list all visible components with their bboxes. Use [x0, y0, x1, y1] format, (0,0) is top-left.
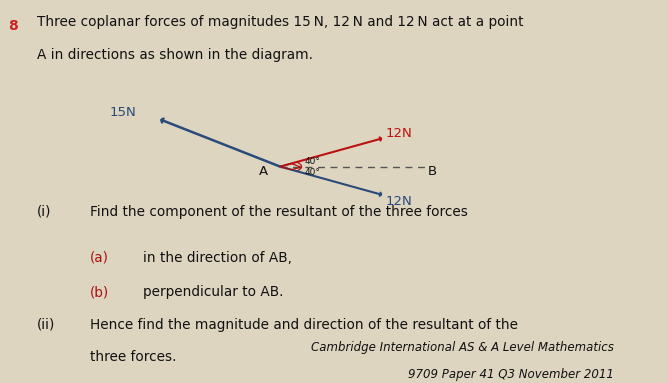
Text: Find the component of the resultant of the three forces: Find the component of the resultant of t…	[90, 205, 468, 219]
Text: (ii): (ii)	[37, 318, 55, 332]
Text: 8: 8	[8, 19, 18, 33]
Text: 15N: 15N	[110, 106, 137, 119]
Text: B: B	[428, 165, 437, 178]
Text: 12N: 12N	[386, 127, 412, 140]
Text: (b): (b)	[90, 285, 109, 300]
Text: 40°: 40°	[304, 157, 320, 165]
Text: 9709 Paper 41 Q3 November 2011: 9709 Paper 41 Q3 November 2011	[408, 368, 614, 381]
Text: A in directions as shown in the diagram.: A in directions as shown in the diagram.	[37, 48, 313, 62]
Text: 12N: 12N	[386, 195, 412, 208]
Text: perpendicular to AB.: perpendicular to AB.	[143, 285, 284, 300]
Text: Hence find the magnitude and direction of the resultant of the: Hence find the magnitude and direction o…	[90, 318, 518, 332]
Text: three forces.: three forces.	[90, 350, 177, 365]
Text: (i): (i)	[37, 205, 51, 219]
Text: in the direction of AB,: in the direction of AB,	[143, 251, 292, 265]
Text: Cambridge International AS & A Level Mathematics: Cambridge International AS & A Level Mat…	[311, 341, 614, 354]
Text: 40°: 40°	[304, 168, 320, 177]
Text: (a): (a)	[90, 251, 109, 265]
Text: A: A	[259, 165, 268, 178]
Text: Three coplanar forces of magnitudes 15 N, 12 N and 12 N act at a point: Three coplanar forces of magnitudes 15 N…	[37, 15, 523, 29]
